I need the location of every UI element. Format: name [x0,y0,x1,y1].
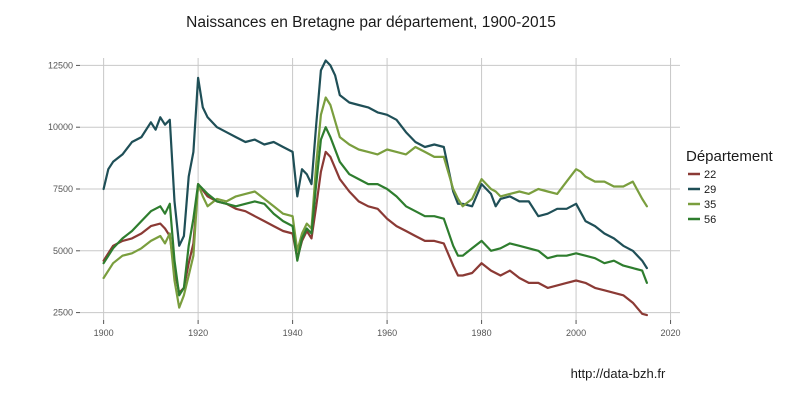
x-tick-label: 1900 [94,328,114,338]
legend-title: Département [686,148,774,165]
x-tick-label: 2020 [661,328,681,338]
source-label: http://data-bzh.fr [571,366,666,381]
x-tick-label: 1940 [283,328,303,338]
x-tick-label: 1980 [472,328,492,338]
series-line-35 [102,96,649,309]
series-lines [102,59,649,317]
chart-title: Naissances en Bretagne par département, … [186,14,556,31]
gridlines [80,58,680,320]
series-line-56 [102,126,649,297]
y-tick-label: 10000 [48,122,73,132]
y-axis: 2500 5000 7500 10000 12500 [48,60,80,318]
x-axis: 1900 1920 1940 1960 1980 2000 2020 [94,320,681,338]
x-tick-label: 1920 [188,328,208,338]
y-tick-label: 5000 [53,246,73,256]
y-tick-label: 7500 [53,184,73,194]
legend-label-56: 56 [704,214,716,226]
series-line-29 [102,59,649,270]
x-tick-label: 2000 [566,328,586,338]
legend: Département 22 29 35 56 [686,148,774,226]
legend-label-29: 29 [704,184,716,196]
legend-label-35: 35 [704,199,716,211]
y-tick-label: 2500 [53,308,73,318]
y-tick-label: 12500 [48,60,73,70]
legend-label-22: 22 [704,169,716,181]
x-tick-label: 1960 [377,328,397,338]
legend-items: 22 29 35 56 [688,169,716,226]
